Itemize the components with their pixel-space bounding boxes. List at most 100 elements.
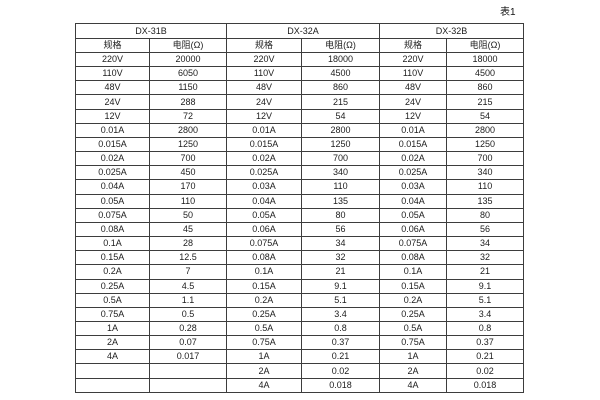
resistance-cell: 860 — [301, 80, 381, 96]
spec-cell: 0.05A — [75, 193, 150, 209]
spec-cell: 0.25A — [379, 306, 448, 322]
spec-cell: 0.15A — [75, 250, 150, 266]
column-header-row: 规格 电阻(Ω) 规格 电阻(Ω) 规格 电阻(Ω) — [75, 38, 525, 53]
resistance-cell: 860 — [446, 80, 525, 96]
table-row: 0.1A 28 0.075A 34 0.075A 34 — [75, 236, 525, 252]
resistance-cell: 18000 — [301, 51, 381, 68]
spec-cell: 0.5A — [379, 320, 448, 337]
table-row: 0.05A 110 0.04A 135 0.04A 135 — [75, 193, 525, 209]
resistance-cell: 288 — [148, 94, 228, 110]
table-row: 0.5A 1.1 0.2A 5.1 0.2A 5.1 — [75, 292, 525, 308]
group-header-row: DX-31B DX-32A DX-32B — [74, 23, 525, 39]
col-header-spec: 规格 — [379, 38, 448, 53]
resistance-cell: 1.1 — [148, 292, 228, 308]
spec-cell: 1A — [75, 320, 150, 337]
resistance-cell: 32 — [446, 250, 525, 266]
spec-cell: 110V — [75, 66, 150, 82]
spec-cell — [75, 377, 150, 394]
table-row: 220V 20000 220V 18000 220V 18000 — [75, 51, 525, 68]
spec-cell: 0.04A — [75, 179, 150, 195]
spec-cell: 0.5A — [75, 292, 150, 308]
resistance-cell: 2800 — [148, 122, 228, 138]
spec-cell: 110V — [379, 66, 448, 82]
group-header-dx32b: DX-32B — [379, 23, 525, 39]
resistance-cell: 54 — [301, 108, 381, 124]
resistance-cell: 2800 — [446, 122, 525, 138]
spec-cell: 2A — [226, 363, 303, 379]
resistance-cell: 21 — [301, 264, 381, 280]
table-row: 0.15A 12.5 0.08A 32 0.08A 32 — [75, 250, 525, 266]
resistance-cell: 0.018 — [301, 377, 381, 394]
spec-cell: 24V — [226, 94, 303, 110]
spec-cell: 12V — [226, 108, 303, 124]
spec-cell: 2A — [75, 335, 150, 351]
table-row: 0.25A 4.5 0.15A 9.1 0.15A 9.1 — [75, 278, 525, 294]
spec-cell: 0.02A — [226, 151, 303, 167]
resistance-cell: 0.02 — [446, 363, 525, 379]
spec-cell: 0.01A — [226, 122, 303, 138]
spec-cell: 220V — [379, 51, 448, 68]
resistance-cell: 700 — [148, 151, 228, 167]
resistance-cell: 135 — [301, 193, 381, 209]
table-caption: 表1 — [500, 7, 516, 18]
table-row: 110V 6050 110V 4500 110V 4500 — [75, 66, 525, 82]
resistance-cell: 1250 — [148, 136, 228, 153]
resistance-cell: 170 — [148, 179, 228, 195]
resistance-cell: 56 — [301, 221, 381, 238]
resistance-cell: 4500 — [301, 66, 381, 82]
spec-cell: 0.01A — [379, 122, 448, 138]
resistance-cell: 0.37 — [301, 335, 381, 351]
resistance-cell: 1250 — [446, 136, 525, 153]
resistance-cell: 0.017 — [148, 349, 228, 365]
table-body: 220V 20000 220V 18000 220V 18000 110V 6050 110V 4… — [75, 51, 525, 394]
group-header-dx32a: DX-32A — [226, 23, 381, 39]
spec-cell: 48V — [226, 80, 303, 96]
resistance-cell: 56 — [446, 221, 525, 238]
table-row: 12V 72 12V 54 12V 54 — [75, 108, 525, 124]
table-row: 24V 288 24V 215 24V 215 — [75, 94, 525, 110]
spec-cell: 0.25A — [226, 306, 303, 322]
col-header-resistance: 电阻(Ω) — [148, 38, 228, 53]
spec-cell: 0.2A — [379, 292, 448, 308]
table-row: 0.075A 50 0.05A 80 0.05A 80 — [75, 207, 525, 223]
table-row: 0.01A 2800 0.01A 2800 0.01A 2800 — [75, 122, 525, 138]
resistance-cell: 2800 — [301, 122, 381, 138]
spec-cell: 0.75A — [75, 306, 150, 322]
table-row: 4A 0.018 4A 0.018 — [75, 377, 525, 394]
spec-cell: 0.15A — [226, 278, 303, 294]
table-row: 4A 0.017 1A 0.21 1A 0.21 — [75, 349, 525, 365]
resistance-cell: 21 — [446, 264, 525, 280]
resistance-cell: 0.8 — [301, 320, 381, 337]
col-header-resistance: 电阻(Ω) — [446, 38, 525, 53]
resistance-cell: 0.28 — [148, 320, 228, 337]
resistance-cell: 0.8 — [446, 320, 525, 337]
spec-cell: 0.08A — [226, 250, 303, 266]
resistance-cell: 5.1 — [446, 292, 525, 308]
table-row: 48V 1150 48V 860 48V 860 — [75, 80, 525, 96]
spec-cell: 0.75A — [379, 335, 448, 351]
spec-cell: 0.03A — [379, 179, 448, 195]
resistance-cell: 0.02 — [301, 363, 381, 379]
resistance-cell: 0.5 — [148, 306, 228, 322]
resistance-cell: 45 — [148, 221, 228, 238]
resistance-cell: 700 — [446, 151, 525, 167]
spec-cell: 0.1A — [379, 264, 448, 280]
spec-cell: 0.08A — [75, 221, 150, 238]
resistance-cell: 20000 — [148, 51, 228, 68]
resistance-cell: 72 — [148, 108, 228, 124]
spec-cell: 0.02A — [379, 151, 448, 167]
resistance-cell: 1250 — [301, 136, 381, 153]
spec-cell: 12V — [379, 108, 448, 124]
table-row: 0.04A 170 0.03A 110 0.03A 110 — [75, 179, 525, 195]
table-row: 0.2A 7 0.1A 21 0.1A 21 — [75, 264, 525, 280]
resistance-cell: 6050 — [148, 66, 228, 82]
spec-cell: 0.075A — [75, 207, 150, 223]
table-row: 1A 0.28 0.5A 0.8 0.5A 0.8 — [75, 320, 525, 337]
spec-cell: 0.1A — [75, 236, 150, 252]
resistance-cell: 0.37 — [446, 335, 525, 351]
spec-cell: 0.75A — [226, 335, 303, 351]
spec-cell — [75, 363, 150, 379]
spec-cell: 24V — [379, 94, 448, 110]
resistance-cell: 32 — [301, 250, 381, 266]
spec-cell: 4A — [379, 377, 448, 394]
